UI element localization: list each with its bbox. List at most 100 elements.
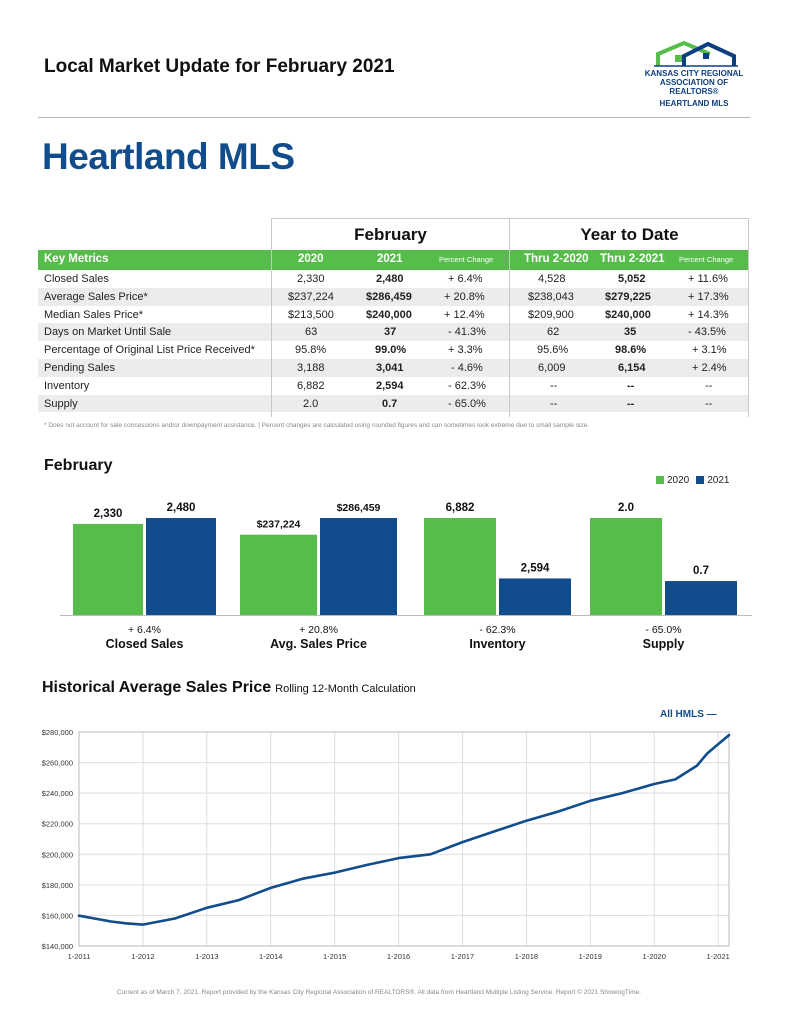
bar-value-label: 2,480 — [167, 502, 196, 514]
x-tick-label: 1-2018 — [515, 952, 538, 961]
cell: $237,224 — [288, 290, 334, 303]
cell: -- — [550, 379, 558, 392]
cell: 6,882 — [297, 379, 325, 392]
table-row: Inventory 6,882 2,594 - 62.3% -- -- -- — [38, 377, 749, 395]
logo-line-2: ASSOCIATION OF REALTORS® — [659, 78, 729, 96]
col-header-feb-2021: 2021 — [377, 253, 403, 265]
bar-group-change: - 62.3% — [479, 624, 515, 636]
cell: $286,459 — [366, 290, 412, 303]
cell: 95.8% — [295, 344, 327, 357]
cell: - 43.5% — [688, 326, 726, 339]
line-chart-title: Historical Average Sales Price Rolling 12… — [42, 679, 416, 697]
cell: - 41.3% — [448, 326, 486, 339]
x-tick-label: 1-2019 — [579, 952, 602, 961]
cell: 62 — [547, 326, 560, 339]
cell: + 6.4% — [448, 273, 483, 285]
cell: 5,052 — [618, 273, 646, 285]
x-tick-label: 1-2016 — [387, 952, 410, 961]
cell: -- — [705, 397, 713, 410]
y-tick-label: $200,000 — [42, 850, 73, 859]
x-tick-label: 1-2020 — [643, 952, 666, 961]
x-tick-label: 1-2015 — [323, 952, 346, 961]
table-row: Median Sales Price* $213,500 $240,000 + … — [38, 306, 749, 324]
cell: $279,225 — [605, 290, 651, 303]
bar-value-label: $237,224 — [257, 519, 301, 531]
column-divider — [271, 218, 272, 417]
historical-price-line-chart: $140,000 $160,000 $180,000 $200,000 $220,000… — [42, 728, 731, 961]
cell: 98.6% — [615, 344, 647, 357]
bar-group-name: Inventory — [469, 637, 525, 651]
cell: + 12.4% — [444, 308, 485, 321]
x-tick-label: 1-2012 — [131, 952, 154, 961]
cell: 2,480 — [376, 273, 404, 285]
metric-label: Supply — [44, 397, 78, 410]
cell: $240,000 — [605, 308, 651, 321]
col-header-ytd-pct: Percent Change — [679, 255, 734, 264]
col-header-ytd-2021: Thru 2-2021 — [600, 253, 665, 265]
bar-chart-title: February — [44, 457, 113, 474]
logo-line-1: KANSAS CITY REGIONAL — [644, 69, 744, 78]
cell: + 3.1% — [692, 344, 727, 357]
x-tick-label: 1-2013 — [195, 952, 218, 961]
cell: $238,043 — [528, 290, 574, 303]
col-header-feb-2020: 2020 — [298, 253, 324, 265]
report-header-title: Local Market Update for February 2021 — [44, 56, 395, 77]
column-divider — [509, 218, 510, 417]
table-row: Supply 2.0 0.7 - 65.0% -- -- -- — [38, 394, 749, 413]
legend-label-2021: 2021 — [707, 475, 730, 486]
bar-group-name: Avg. Sales Price — [270, 637, 367, 651]
bar-group-change: + 20.8% — [299, 624, 338, 636]
cell: 4,528 — [538, 273, 566, 285]
col-header-feb-pct: Percent Change — [439, 255, 494, 264]
cell: 6,154 — [618, 361, 646, 374]
legend-item-2020: 2020 — [656, 475, 689, 486]
line-chart-title-text: Historical Average Sales Price — [42, 679, 272, 696]
bar-avg-sales-price-2020 — [240, 534, 317, 615]
table-row: Percentage of Original List Price Receiv… — [38, 341, 749, 359]
cell: 63 — [305, 326, 318, 339]
metric-label: Days on Market Until Sale — [44, 326, 172, 339]
bar-inventory-2021 — [499, 578, 571, 615]
bar-group-change: - 65.0% — [645, 624, 681, 636]
cell: 95.6% — [537, 344, 569, 357]
bar-avg-sales-price-2021 — [320, 518, 397, 615]
metric-label: Percentage of Original List Price Receiv… — [44, 344, 255, 357]
x-tick-label: 1-2011 — [68, 952, 91, 961]
col-header-ytd-2020: Thru 2-2020 — [524, 253, 589, 265]
bar-value-label: 2,330 — [94, 508, 123, 520]
cell: 35 — [624, 326, 637, 339]
metric-label: Closed Sales — [44, 273, 109, 285]
cell: + 17.3% — [688, 290, 729, 303]
bar-value-label: 6,882 — [446, 502, 475, 514]
cell: 99.0% — [375, 344, 407, 357]
metric-label: Average Sales Price* — [44, 290, 148, 303]
page-title: Heartland MLS — [42, 136, 295, 177]
cell: 37 — [384, 326, 397, 339]
bar-value-label: 0.7 — [693, 565, 709, 577]
group-header-year-to-date: Year to Date — [509, 218, 749, 250]
bar-value-label: 2,594 — [521, 562, 550, 574]
bar-value-label: 2.0 — [618, 502, 634, 514]
legend-label-2020: 2020 — [667, 475, 690, 486]
cell: + 11.6% — [688, 273, 728, 285]
legend-swatch-2020 — [656, 476, 664, 484]
table-row: Days on Market Until Sale 63 37 - 41.3% … — [38, 323, 749, 342]
houses-icon — [654, 40, 738, 67]
bar-closed-sales-2021 — [146, 518, 216, 615]
cell: $240,000 — [366, 308, 412, 321]
metric-label: Inventory — [44, 379, 90, 392]
table-row: Pending Sales 3,188 3,041 - 4.6% 6,009 6… — [38, 358, 749, 377]
legend-item-2021: 2021 — [696, 475, 730, 486]
cell: $213,500 — [288, 308, 334, 321]
cell: + 20.8% — [444, 290, 485, 303]
cell: 2.0 — [303, 397, 319, 410]
x-tick-label: 1-2017 — [451, 952, 474, 961]
logo-line-3: HEARTLAND MLS — [659, 99, 729, 108]
bar-value-label: $286,459 — [337, 502, 381, 514]
bar-chart-legend: 2020 2021 — [656, 475, 730, 486]
y-tick-label: $140,000 — [42, 942, 73, 951]
bar-supply-2021 — [665, 581, 737, 615]
bar-group-change: + 6.4% — [128, 624, 161, 636]
cell: + 2.4% — [692, 361, 727, 374]
cell: + 3.3% — [448, 344, 483, 357]
